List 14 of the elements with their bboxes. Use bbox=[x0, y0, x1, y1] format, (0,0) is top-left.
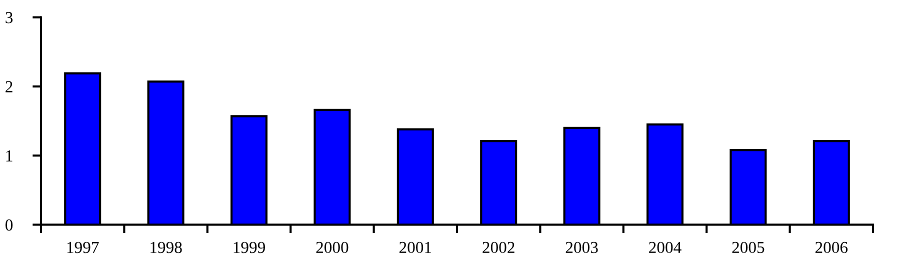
x-tick-label: 1998 bbox=[150, 242, 182, 254]
x-tick-label: 2003 bbox=[566, 242, 598, 254]
x-tick-label: 2005 bbox=[732, 242, 764, 254]
x-tick-label: 2002 bbox=[482, 242, 514, 254]
x-tick-label: 1997 bbox=[67, 242, 99, 254]
x-tick-label: 2000 bbox=[316, 242, 348, 254]
y-tick-label: 2 bbox=[6, 81, 12, 92]
x-tick-label: 2001 bbox=[399, 242, 432, 254]
y-tick-label: 3 bbox=[6, 12, 13, 24]
x-tick-label: 2006 bbox=[815, 242, 848, 254]
y-tick-label: 1 bbox=[6, 150, 12, 162]
x-tick-label: 2004 bbox=[649, 242, 682, 254]
x-tick-label: 1999 bbox=[234, 242, 265, 254]
y-tick-label: 0 bbox=[6, 219, 13, 231]
